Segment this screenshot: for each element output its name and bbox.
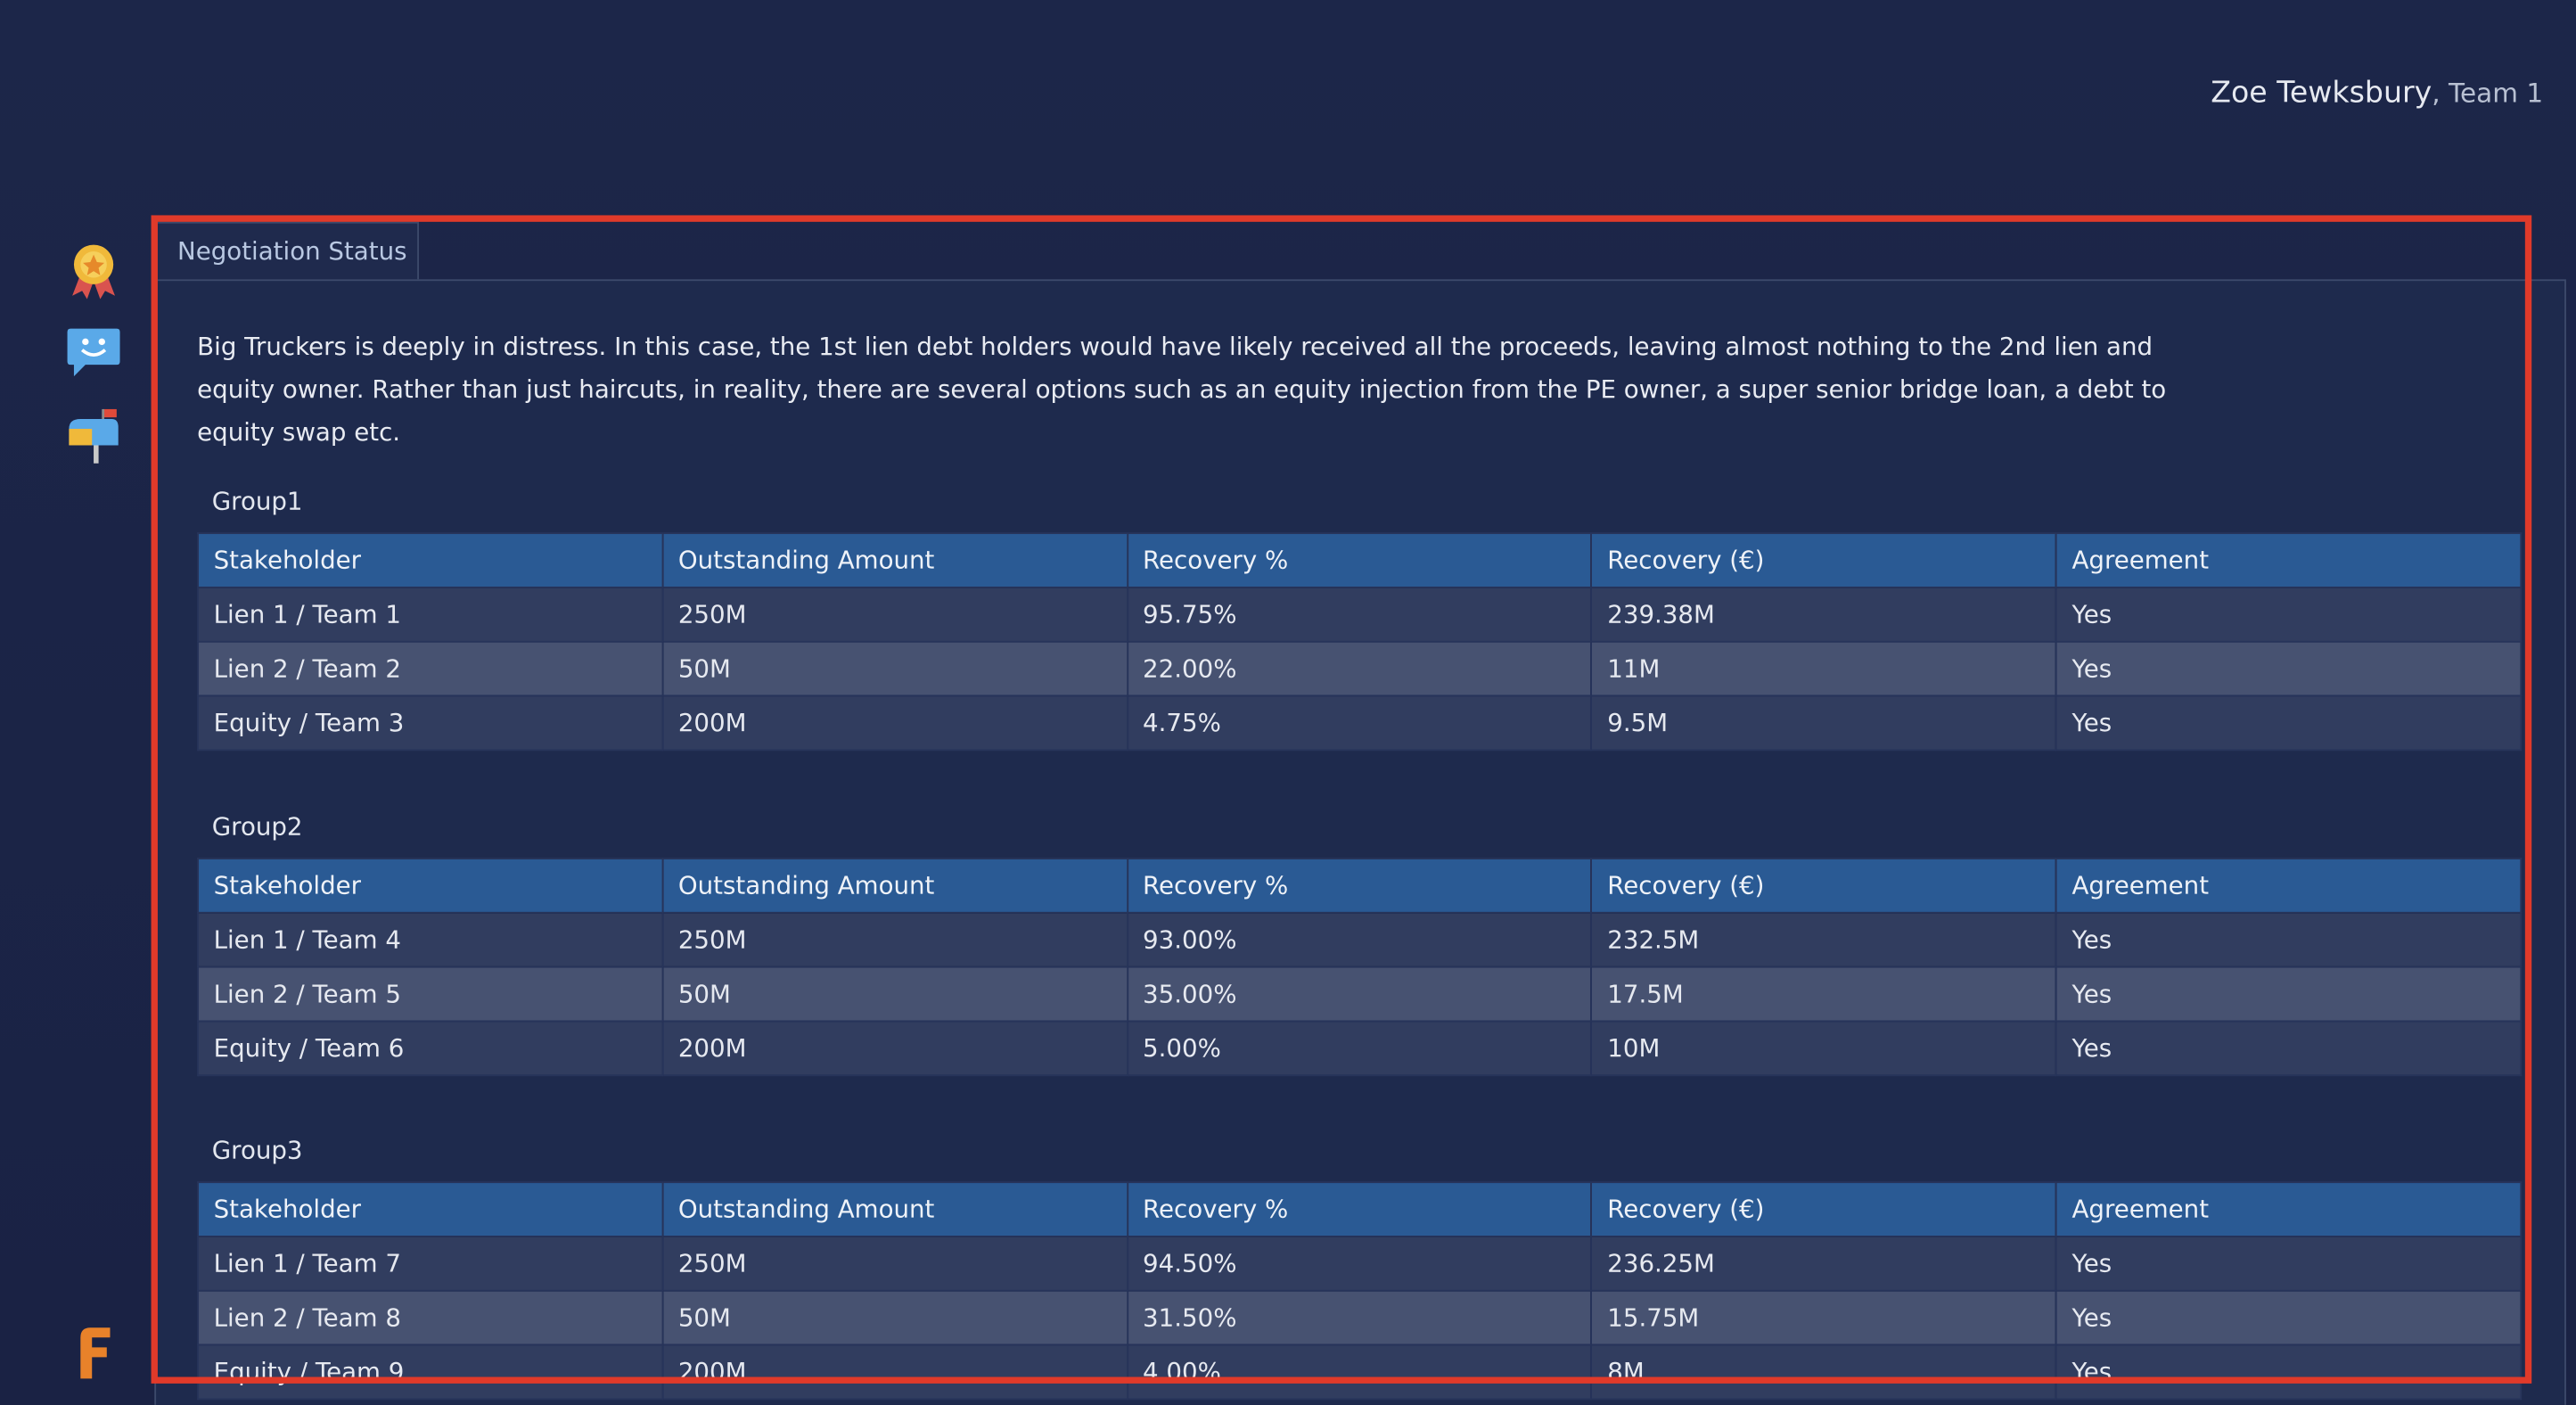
table: Stakeholder Outstanding Amount Recovery % R…: [197, 1181, 2523, 1401]
table-cell: 200M: [661, 1343, 1128, 1401]
table: Stakeholder Outstanding Amount Recovery % R…: [197, 532, 2523, 752]
chat-icon[interactable]: [66, 324, 122, 380]
table-cell: 31.50%: [1126, 1289, 1593, 1346]
table-row: Equity / Team 3 200M 4.75% 9.5M Yes: [197, 694, 2523, 752]
header-row: Stakeholder Outstanding Amount Recovery % R…: [197, 857, 2523, 913]
table-cell: Yes: [2055, 965, 2523, 1022]
table-cell: Equity / Team 6: [197, 1019, 664, 1076]
column-header: Recovery (€): [1590, 532, 2057, 588]
table-cell: Yes: [2055, 640, 2523, 697]
table-cell: 15.75M: [1590, 1289, 2057, 1346]
table-cell: 4.75%: [1126, 694, 1593, 752]
table-row: Lien 1 / Team 7 250M 94.50% 236.25M Yes: [197, 1236, 2523, 1292]
group-title: Group1: [211, 486, 303, 516]
user-info: Zoe Tewksbury, Team 1: [2211, 76, 2543, 111]
table-cell: 94.50%: [1126, 1236, 1593, 1292]
table-cell: Yes: [2055, 1289, 2523, 1346]
table-cell: 239.38M: [1590, 586, 2057, 643]
table-cell: 9.5M: [1590, 694, 2057, 752]
table-body: Lien 1 / Team 1 250M 95.75% 239.38M Yes Lien …: [197, 586, 2523, 752]
group-title: Group3: [211, 1135, 303, 1165]
table-row: Equity / Team 9 200M 4.00% 8M Yes: [197, 1343, 2523, 1401]
column-header: Recovery (€): [1590, 1181, 2057, 1237]
table-cell: Lien 2 / Team 2: [197, 640, 664, 697]
table-cell: Equity / Team 9: [197, 1343, 664, 1401]
table-cell: 250M: [661, 1236, 1128, 1292]
mailbox-icon[interactable]: [66, 406, 122, 464]
user-team: , Team 1: [2432, 77, 2544, 109]
group-title: Group2: [211, 810, 303, 841]
column-header: Outstanding Amount: [661, 857, 1128, 913]
table-cell: 35.00%: [1126, 965, 1593, 1022]
table-cell: Lien 1 / Team 1: [197, 586, 664, 643]
table-row: Lien 2 / Team 8 50M 31.50% 15.75M Yes: [197, 1289, 2523, 1346]
table-cell: Yes: [2055, 1019, 2523, 1076]
table-cell: 250M: [661, 586, 1128, 643]
header-row: Stakeholder Outstanding Amount Recovery % R…: [197, 532, 2523, 588]
table-cell: Lien 1 / Team 7: [197, 1236, 664, 1292]
table-body: Lien 1 / Team 4 250M 93.00% 232.5M Yes Lien 2…: [197, 910, 2523, 1076]
column-header: Recovery %: [1126, 532, 1593, 588]
table-cell: 50M: [661, 965, 1128, 1022]
description: Big Truckers is deeply in distress. In t…: [197, 332, 2167, 448]
user-name: Zoe Tewksbury: [2211, 75, 2432, 111]
table-header: Stakeholder Outstanding Amount Recovery % R…: [197, 857, 2523, 913]
table-row: Lien 1 / Team 4 250M 93.00% 232.5M Yes: [197, 910, 2523, 967]
table-cell: 200M: [661, 694, 1128, 752]
table-row: Lien 1 / Team 1 250M 95.75% 239.38M Yes: [197, 586, 2523, 643]
table-cell: 50M: [661, 1289, 1128, 1346]
column-header: Recovery (€): [1590, 857, 2057, 913]
column-header: Stakeholder: [197, 1181, 664, 1237]
table-cell: Yes: [2055, 910, 2523, 967]
table-row: Lien 2 / Team 2 50M 22.00% 11M Yes: [197, 640, 2523, 697]
table-cell: 250M: [661, 910, 1128, 967]
column-header: Agreement: [2055, 1181, 2523, 1237]
tab[interactable]: Negotiation Status: [156, 221, 419, 280]
table-row: Equity / Team 6 200M 5.00% 10M Yes: [197, 1019, 2523, 1076]
table-cell: Yes: [2055, 694, 2523, 752]
table-cell: 17.5M: [1590, 965, 2057, 1022]
column-header: Outstanding Amount: [661, 1181, 1128, 1237]
logo[interactable]: [76, 1325, 115, 1381]
table-row: Lien 2 / Team 5 50M 35.00% 17.5M Yes: [197, 965, 2523, 1022]
table-cell: 5.00%: [1126, 1019, 1593, 1076]
table: Stakeholder Outstanding Amount Recovery % R…: [197, 857, 2523, 1076]
table-cell: Yes: [2055, 1236, 2523, 1292]
table-cell: Equity / Team 3: [197, 694, 664, 752]
award-icon[interactable]: [66, 242, 122, 300]
table-cell: 93.00%: [1126, 910, 1593, 967]
table-cell: Lien 2 / Team 8: [197, 1289, 664, 1346]
table-cell: 50M: [661, 640, 1128, 697]
table-cell: Lien 2 / Team 5: [197, 965, 664, 1022]
table-cell: 236.25M: [1590, 1236, 2057, 1292]
table-body: Lien 1 / Team 7 250M 94.50% 236.25M Yes Lien …: [197, 1236, 2523, 1401]
table-cell: Yes: [2055, 1343, 2523, 1401]
column-header: Agreement: [2055, 532, 2523, 588]
table-header: Stakeholder Outstanding Amount Recovery % R…: [197, 1181, 2523, 1237]
column-header: Agreement: [2055, 857, 2523, 913]
table-cell: 10M: [1590, 1019, 2057, 1076]
table-cell: 11M: [1590, 640, 2057, 697]
table-header: Stakeholder Outstanding Amount Recovery % R…: [197, 532, 2523, 588]
table-cell: Lien 1 / Team 4: [197, 910, 664, 967]
header-row: Stakeholder Outstanding Amount Recovery % R…: [197, 1181, 2523, 1237]
table-cell: 232.5M: [1590, 910, 2057, 967]
table-cell: 200M: [661, 1019, 1128, 1076]
table-cell: 22.00%: [1126, 640, 1593, 697]
highlight-box: [151, 215, 2532, 1384]
table-cell: 8M: [1590, 1343, 2057, 1401]
column-header: Stakeholder: [197, 857, 664, 913]
